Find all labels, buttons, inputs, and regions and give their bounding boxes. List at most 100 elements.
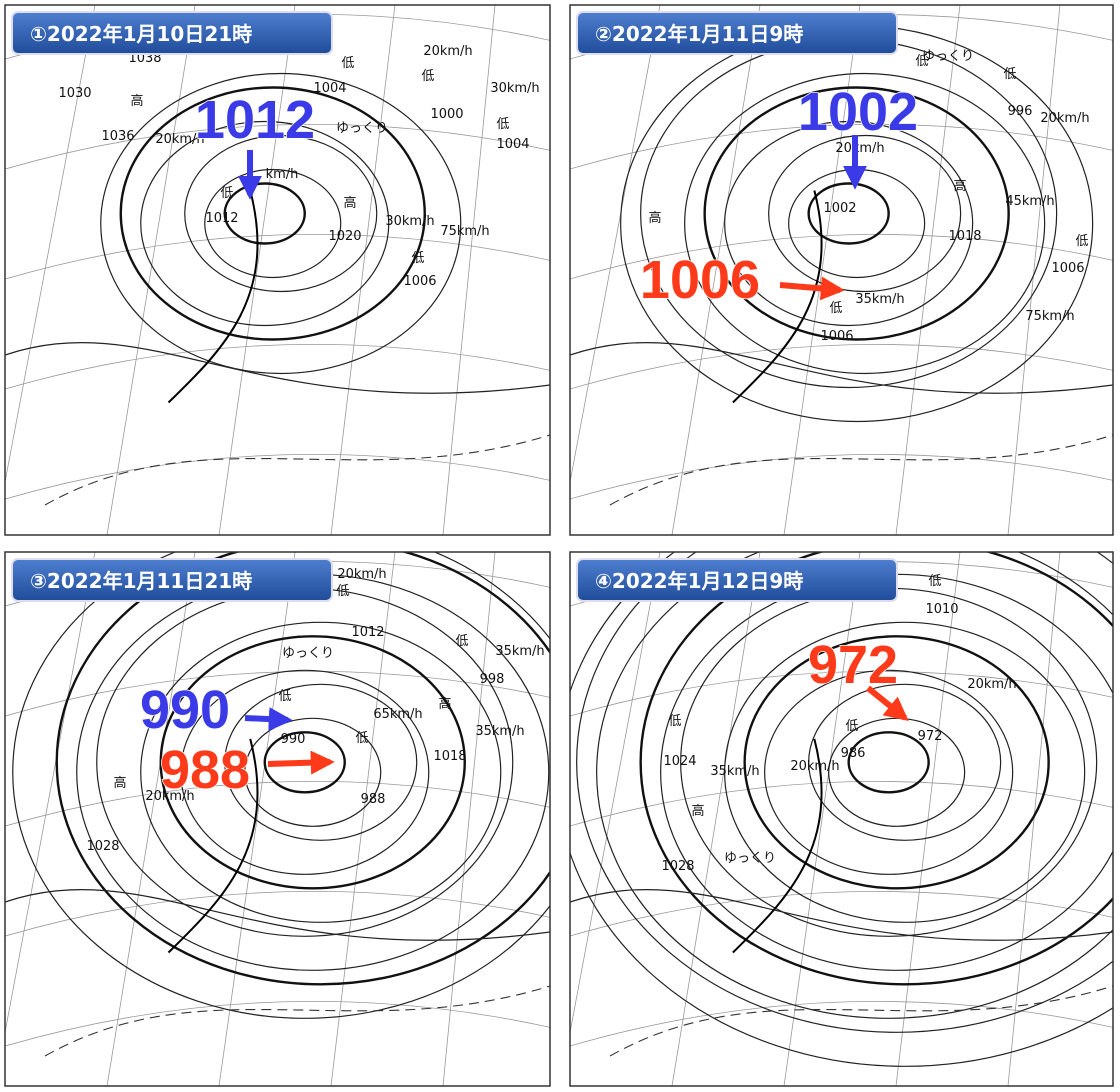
pressure-label: 高 xyxy=(343,195,356,211)
pressure-label: 35km/h xyxy=(710,764,759,779)
isobar xyxy=(44,985,550,1057)
longitude-line xyxy=(895,552,961,1086)
longitude-line xyxy=(671,552,761,1086)
isobar xyxy=(140,621,502,923)
panel-title: ③2022年1月11日21時 xyxy=(30,569,252,593)
title-box xyxy=(11,11,333,55)
panel-title: ④2022年1月12日9時 xyxy=(595,569,803,593)
pressure-label: 20km/h xyxy=(1040,111,1089,126)
longitude-line xyxy=(442,552,496,1086)
pressure-label: 低 xyxy=(829,301,842,316)
latitude-line xyxy=(570,1000,1113,1047)
isobar xyxy=(159,635,466,890)
pressure-label: 1018 xyxy=(948,229,981,244)
front xyxy=(732,738,823,954)
pressure-label: 低 xyxy=(928,574,941,589)
pressure-label: 998 xyxy=(480,672,505,687)
isobar xyxy=(244,717,382,827)
isobar xyxy=(180,669,430,875)
pressure-label: 低 xyxy=(455,634,468,649)
longitude-line xyxy=(330,552,396,1086)
pressure-label: 高 xyxy=(691,803,704,819)
isobar xyxy=(788,168,926,279)
pressure-label: 20km/h xyxy=(155,132,204,147)
pressure-label: 低 xyxy=(341,56,354,71)
longitude-line xyxy=(218,552,296,1086)
title-box xyxy=(576,558,898,602)
isobar xyxy=(44,434,550,506)
pressure-label: 30km/h xyxy=(385,214,434,229)
pressure-label: 35km/h xyxy=(475,724,524,739)
longitude-line xyxy=(5,5,96,485)
highlight-pressure: 990 xyxy=(140,680,230,740)
isobar xyxy=(119,86,426,341)
pressure-label: 986 xyxy=(841,746,866,761)
pressure-label: ゆっくり xyxy=(282,646,334,661)
pressure-label: 1018 xyxy=(433,749,466,764)
pressure-label: 1002 xyxy=(823,201,856,216)
pressure-label: 75km/h xyxy=(1025,309,1074,324)
latitude-line xyxy=(570,233,1113,280)
pressure-label: 高 xyxy=(130,93,143,109)
longitude-line xyxy=(442,5,496,535)
highlight-arrow xyxy=(866,685,909,722)
highlight-pressure: 1006 xyxy=(640,250,760,310)
latitude-line xyxy=(5,343,550,390)
isobar xyxy=(204,168,342,279)
longitude-line xyxy=(106,5,196,535)
pressure-label: 75km/h xyxy=(440,224,489,239)
isobar xyxy=(684,72,1046,375)
pressure-label: 低 xyxy=(421,69,434,84)
pressure-label: 35km/h xyxy=(495,644,544,659)
longitude-line xyxy=(5,552,96,1035)
isobar xyxy=(609,434,1113,506)
pressure-label: 1000 xyxy=(430,107,463,122)
isobar xyxy=(703,86,1010,341)
longitude-line xyxy=(1007,552,1061,1086)
longitude-line xyxy=(218,5,296,535)
pressure-label: 1036 xyxy=(101,129,134,144)
latitude-line xyxy=(5,233,550,280)
pressure-label: 1006 xyxy=(403,274,436,289)
pressure-label: 1030 xyxy=(58,86,91,101)
isobar xyxy=(223,182,306,245)
isobar xyxy=(639,552,1113,986)
pressure-label: 990 xyxy=(281,732,306,747)
pressure-label: 35km/h xyxy=(855,292,904,307)
highlight-pressure: 972 xyxy=(808,635,898,695)
longitude-line xyxy=(570,552,661,1035)
pressure-label: 低 xyxy=(915,54,928,69)
pressure-label: 低 xyxy=(336,584,349,599)
isobar xyxy=(764,669,1014,875)
pressure-label: 高 xyxy=(438,696,451,712)
pressure-label: 低 xyxy=(845,719,858,734)
pressure-label: 低 xyxy=(1003,67,1016,82)
pressure-label: 1012 xyxy=(205,211,238,226)
isobar xyxy=(576,552,1113,1033)
pressure-label: 1024 xyxy=(663,754,696,769)
pressure-label: 20km/h xyxy=(790,759,839,774)
title-box xyxy=(576,11,898,55)
latitude-line xyxy=(570,343,1113,390)
latitude-line xyxy=(5,1000,550,1047)
pressure-label: 972 xyxy=(918,729,943,744)
isobar xyxy=(184,134,378,293)
isobar xyxy=(12,552,550,1019)
pressure-label: 65km/h xyxy=(373,707,422,722)
longitude-line xyxy=(895,5,961,535)
longitude-line xyxy=(330,5,396,535)
pressure-label: 1006 xyxy=(1051,261,1084,276)
isobar xyxy=(140,120,390,327)
pressure-label: 高 xyxy=(113,775,126,791)
longitude-line xyxy=(671,5,761,535)
pressure-label: 996 xyxy=(1008,104,1033,119)
pressure-label: 1020 xyxy=(328,229,361,244)
isobar xyxy=(743,635,1050,890)
pressure-label: 1006 xyxy=(820,329,853,344)
isobar xyxy=(570,342,1113,394)
pressure-label: 1004 xyxy=(313,81,346,96)
pressure-label: 1004 xyxy=(496,137,529,152)
panel-border xyxy=(569,551,1114,1087)
isobar xyxy=(100,72,462,375)
